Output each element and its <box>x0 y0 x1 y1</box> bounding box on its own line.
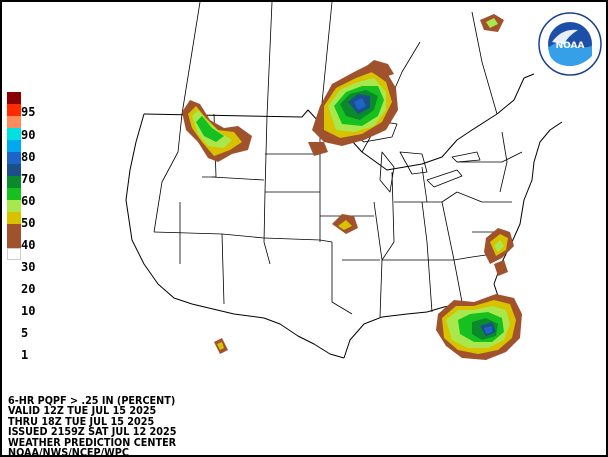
caption-product: 6-HR PQPF > .25 IN (PERCENT) <box>8 395 176 407</box>
caption-thru: THRU 18Z TUE JUL 15 2025 <box>8 415 155 428</box>
legend-swatch-40 <box>7 164 21 176</box>
legend-num-80: 80 <box>21 150 36 164</box>
caption-center: WEATHER PREDICTION CENTER <box>8 436 177 449</box>
precip-mn-brown-tail <box>308 142 328 156</box>
precip-top-canada <box>364 60 394 78</box>
legend-num-1: 1 <box>21 348 29 362</box>
legend-swatch-1 <box>7 236 21 248</box>
legend-num-30: 30 <box>21 260 36 274</box>
precip-mn-50 <box>354 98 366 110</box>
legend-num-50: 50 <box>21 216 36 230</box>
caption-issued: ISSUED 2159Z SAT JUL 12 2025 <box>8 426 177 439</box>
legend-num-90: 90 <box>21 128 36 142</box>
legend-num-70: 70 <box>21 172 36 186</box>
canada-us-border <box>143 73 535 171</box>
precip-montana-20 <box>196 116 224 142</box>
legend-swatch-60 <box>7 140 21 152</box>
caption-agency: NOAA/NWS/NCEP/WPC <box>8 447 129 457</box>
legend-num-10: 10 <box>21 304 36 318</box>
map-caption: 6-HR PQPF > .25 IN (PERCENT) VALID 12Z T… <box>8 395 177 457</box>
legend-num-60: 60 <box>21 194 36 208</box>
legend-swatch-3 <box>7 224 21 236</box>
precip-fl-50 <box>484 326 492 334</box>
pacific-coast <box>125 113 193 305</box>
caption-valid: VALID 12Z TUE JUL 15 2025 <box>8 405 157 418</box>
state-lines <box>153 113 523 318</box>
precip-tx-5 <box>217 342 224 350</box>
legend-swatch-30 <box>7 176 21 188</box>
legend-swatch-20 <box>7 188 21 200</box>
precip-carolina-10 <box>494 240 504 252</box>
precip-quebec-10 <box>486 18 498 28</box>
legend-swatch-95 <box>7 92 21 104</box>
legend-num-40: 40 <box>21 238 36 252</box>
mexico-border <box>191 303 345 359</box>
legend-swatch-10 <box>7 200 21 212</box>
legend-swatch-50 <box>7 152 21 164</box>
legend-num-5: 5 <box>21 326 29 340</box>
legend-swatch-70 <box>7 128 21 140</box>
legend-swatch-80 <box>7 116 21 128</box>
legend-swatch-0 <box>7 248 21 260</box>
precip-ga-1 <box>494 260 508 276</box>
legend-swatch-90 <box>7 104 21 116</box>
precip-areas <box>182 14 522 360</box>
logo-text: NOAA <box>556 41 585 51</box>
legend-num-95: 95 <box>21 105 36 119</box>
noaa-logo-icon: NOAA <box>538 12 602 76</box>
legend-swatch-5 <box>7 212 21 224</box>
precip-mo-5 <box>338 220 352 230</box>
gulf-coast <box>343 303 461 359</box>
legend-num-20: 20 <box>21 282 36 296</box>
